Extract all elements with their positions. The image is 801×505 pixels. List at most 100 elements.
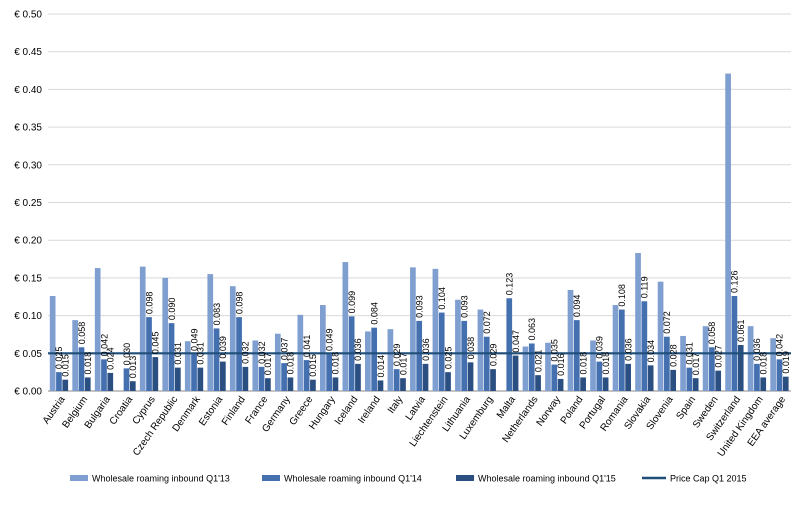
data-label: 0.063 bbox=[527, 318, 537, 341]
y-tick-label: € 0.45 bbox=[14, 47, 42, 58]
data-label: 0.083 bbox=[212, 303, 222, 326]
data-label: 0.036 bbox=[421, 338, 431, 361]
data-label: 0.036 bbox=[623, 338, 633, 361]
data-label: 0.024 bbox=[106, 347, 116, 370]
data-label: 0.084 bbox=[369, 302, 379, 325]
data-label: 0.031 bbox=[196, 342, 206, 365]
bar bbox=[709, 347, 715, 391]
bar bbox=[242, 366, 249, 391]
data-label: 0.123 bbox=[505, 273, 515, 296]
data-label: 0.014 bbox=[376, 355, 386, 378]
bar bbox=[715, 370, 722, 391]
bar bbox=[107, 372, 114, 391]
y-tick-label: € 0.25 bbox=[14, 198, 42, 209]
data-label: 0.039 bbox=[218, 336, 228, 359]
data-label: 0.119 bbox=[640, 276, 650, 298]
y-tick-label: € 0.20 bbox=[14, 236, 42, 247]
y-tick-label: € 0.05 bbox=[14, 349, 42, 360]
bar bbox=[692, 378, 699, 391]
data-label: 0.018 bbox=[286, 352, 296, 375]
bar bbox=[596, 361, 603, 391]
bar bbox=[641, 301, 648, 391]
bar bbox=[545, 342, 551, 391]
bar bbox=[737, 345, 744, 391]
bar bbox=[197, 367, 204, 391]
bar bbox=[213, 328, 220, 391]
bar bbox=[535, 375, 541, 391]
bar bbox=[602, 377, 609, 391]
data-label: 0.058 bbox=[77, 322, 87, 345]
data-labels: 0.025 0.058 0.042 0.030 0.098 0.090 0.049 0.083… bbox=[54, 270, 791, 378]
bar bbox=[332, 377, 339, 391]
bar bbox=[152, 357, 159, 391]
bar bbox=[680, 335, 686, 391]
bar bbox=[477, 309, 484, 391]
bar bbox=[686, 367, 693, 391]
bar bbox=[445, 372, 451, 391]
bar bbox=[265, 378, 271, 391]
data-label: 0.035 bbox=[550, 339, 560, 362]
bar bbox=[506, 298, 513, 391]
bar bbox=[274, 333, 281, 391]
bar bbox=[400, 378, 406, 391]
data-label: 0.018 bbox=[331, 352, 341, 375]
bar bbox=[72, 320, 79, 391]
bar bbox=[567, 289, 574, 391]
bar bbox=[49, 295, 56, 391]
data-label: 0.025 bbox=[54, 347, 64, 370]
x-tick-label: Norway bbox=[535, 394, 563, 428]
data-label: 0.061 bbox=[736, 319, 746, 342]
bar bbox=[371, 327, 378, 391]
data-label: 0.049 bbox=[324, 329, 334, 352]
data-label: 0.019 bbox=[781, 351, 791, 374]
bar bbox=[670, 369, 677, 391]
legend-label: Wholesale roaming inbound Q1'13 bbox=[92, 474, 230, 484]
bar bbox=[377, 380, 384, 391]
bar bbox=[702, 326, 709, 391]
data-label: 0.018 bbox=[83, 352, 93, 375]
bar bbox=[731, 295, 738, 391]
data-label: 0.126 bbox=[730, 270, 740, 293]
bar bbox=[123, 368, 130, 391]
x-tick-label: Iceland bbox=[333, 394, 361, 427]
bar bbox=[326, 354, 332, 391]
data-label: 0.018 bbox=[578, 352, 588, 375]
x-tick-label: Finland bbox=[220, 394, 248, 427]
data-label: 0.098 bbox=[234, 292, 244, 315]
data-label: 0.028 bbox=[668, 344, 678, 367]
data-label: 0.072 bbox=[482, 311, 492, 334]
x-tick-label: Croatia bbox=[108, 394, 136, 427]
bar bbox=[455, 299, 461, 391]
bar bbox=[287, 377, 294, 391]
bar bbox=[416, 320, 423, 391]
bar bbox=[725, 73, 731, 391]
y-axis: € 0.00 € 0.05 € 0.10 € 0.15 € 0.20 € 0.25 € 0.… bbox=[14, 10, 42, 398]
bar bbox=[770, 338, 776, 391]
data-label: 0.032 bbox=[241, 341, 251, 364]
data-label: 0.032 bbox=[257, 341, 267, 364]
bar bbox=[129, 381, 136, 391]
bar bbox=[647, 365, 654, 391]
bar bbox=[557, 378, 564, 391]
data-label: 0.031 bbox=[173, 342, 183, 365]
y-tick-label: € 0.30 bbox=[14, 160, 42, 171]
bar bbox=[84, 377, 91, 391]
data-label: 0.029 bbox=[488, 344, 498, 367]
data-label: 0.038 bbox=[466, 337, 476, 360]
data-label: 0.041 bbox=[302, 335, 312, 358]
bar bbox=[657, 281, 664, 391]
data-label: 0.045 bbox=[151, 332, 161, 355]
data-label: 0.037 bbox=[279, 338, 289, 361]
data-label: 0.098 bbox=[144, 292, 154, 315]
data-label: 0.034 bbox=[646, 340, 656, 363]
data-label: 0.017 bbox=[691, 353, 701, 376]
legend-label: Wholesale roaming inbound Q1'14 bbox=[284, 474, 422, 484]
legend-label: Price Cap Q1 2015 bbox=[670, 474, 747, 484]
bar bbox=[422, 363, 429, 391]
data-label: 0.072 bbox=[662, 311, 672, 334]
data-label: 0.047 bbox=[511, 330, 521, 353]
data-label: 0.021 bbox=[533, 350, 543, 373]
bar bbox=[174, 367, 181, 391]
bar bbox=[229, 286, 236, 391]
